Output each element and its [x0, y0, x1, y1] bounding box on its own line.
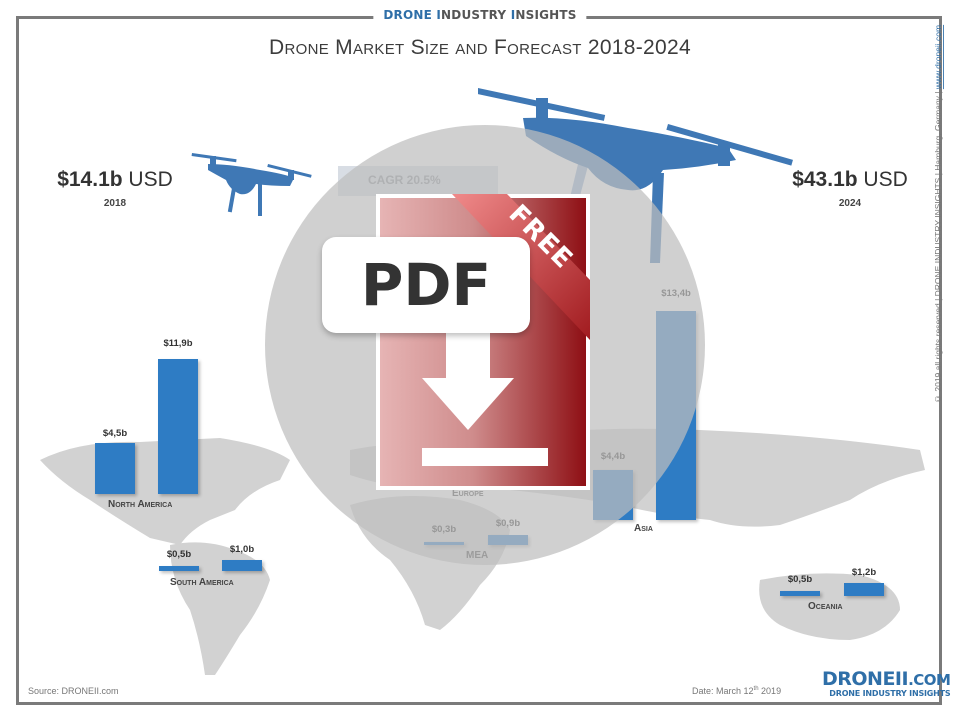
na-region-label: North America [108, 499, 173, 510]
logo-sub: DRONE INDUSTRY INSIGHTS [829, 689, 951, 698]
sa-2018-bar[interactable] [159, 566, 199, 571]
copyright-text: © 2019 all rights reserved | DRONE INDUS… [933, 89, 943, 405]
pdf-label[interactable]: PDF [322, 237, 530, 333]
date-sup: th [753, 686, 759, 692]
date-prefix: Date: March 12 [692, 686, 754, 696]
na-2018-label: $4,5b [102, 428, 128, 439]
oc-2018-bar[interactable] [780, 591, 820, 596]
footer-source: Source: DRONEII.com [28, 686, 119, 696]
brand-drone: DRONE [383, 8, 437, 22]
oc-2024-label: $1,2b [851, 567, 877, 578]
logo-com: .COM [908, 671, 951, 689]
header-brand: DRONE INDUSTRY INSIGHTS [373, 8, 587, 22]
asia-region-label: Asia [634, 523, 653, 534]
sa-2024-label: $1,0b [229, 544, 255, 555]
total-2024-amount: $43.1b [792, 168, 858, 191]
sa-2024-bar[interactable] [222, 560, 262, 571]
total-2024-unit: USD [857, 168, 908, 191]
total-2018-year: 2018 [103, 198, 127, 209]
logo-main: DRONEII [822, 668, 909, 690]
droneii-logo[interactable]: DRONEII.COM DRONE INDUSTRY INSIGHTS [822, 668, 951, 698]
total-2024-year: 2024 [838, 198, 862, 209]
total-2018: $14.1b USD 2018 [50, 168, 180, 209]
brand-insights: NSIGHTS [515, 8, 577, 22]
na-2024-bar[interactable] [158, 359, 198, 494]
sa-region-label: South America [170, 577, 234, 588]
na-2018-bar[interactable] [95, 443, 135, 494]
oc-2018-label: $0,5b [787, 574, 813, 585]
website-link[interactable]: www.droneii.com [933, 24, 943, 90]
brand-industry: NDUSTRY [441, 8, 511, 22]
total-2018-amount: $14.1b [57, 168, 123, 191]
sa-2018-label: $0,5b [166, 549, 192, 560]
total-2018-unit: USD [122, 168, 173, 191]
total-2024: $43.1b USD 2024 [785, 168, 915, 209]
na-2024-label: $11,9b [163, 338, 193, 349]
oc-2024-bar[interactable] [844, 583, 884, 596]
chart-title: Drone Market Size and Forecast 2018-2024 [269, 36, 691, 59]
footer-date: Date: March 12th 2019 [692, 686, 781, 696]
drone-small-icon [191, 153, 312, 216]
brand-i2: I [510, 8, 516, 22]
date-suffix: 2019 [758, 686, 782, 696]
side-copyright: © 2019 all rights reserved | DRONE INDUS… [933, 24, 947, 404]
oc-region-label: Oceania [808, 601, 843, 612]
brand-i1: I [436, 8, 442, 22]
